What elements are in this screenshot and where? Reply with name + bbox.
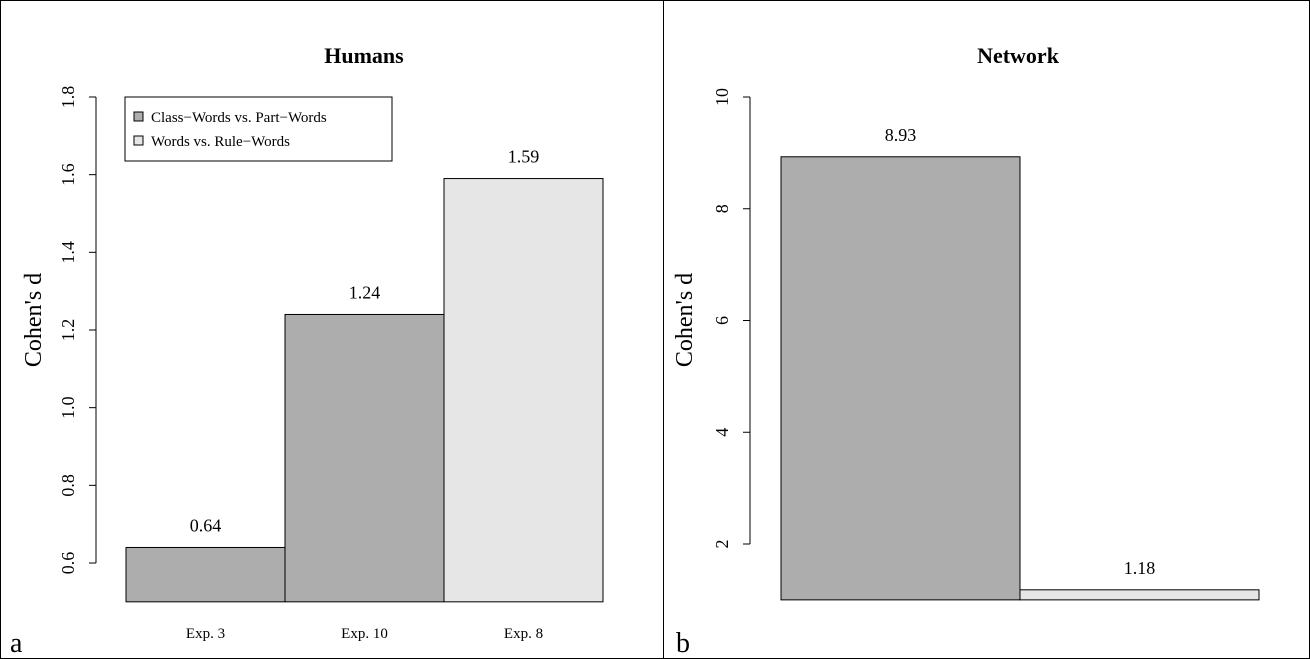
- panel-a-y-axis-label: Cohen's d: [21, 273, 47, 367]
- panel-b-bars: [781, 157, 1259, 600]
- panel-a-y-ticks: 0.6 0.8 1.0 1.2 1.4 1.6 1.8: [58, 86, 96, 575]
- panel-b-network: Network Cohen's d 2 4 6 8 10 8.93 1.18 b: [672, 43, 1259, 659]
- a-bar: [444, 179, 603, 602]
- a-x-tick-label: Exp. 10: [341, 626, 388, 642]
- a-data-label: 1.24: [349, 282, 381, 302]
- a-y-tick-label: 1.0: [58, 396, 78, 419]
- panel-a-title: Humans: [324, 43, 404, 68]
- a-y-tick-label: 0.8: [58, 474, 78, 497]
- panel-b-letter: b: [676, 628, 690, 659]
- panel-b-y-axis-label: Cohen's d: [672, 273, 698, 367]
- legend-label-class-words: Class−Words vs. Part−Words: [151, 110, 327, 126]
- a-y-tick-label: 1.4: [58, 241, 78, 263]
- b-y-tick-label: 4: [712, 428, 732, 437]
- a-y-tick-label: 0.6: [58, 552, 78, 575]
- panel-a-x-tick-labels: Exp. 3 Exp. 10 Exp. 8: [186, 626, 543, 642]
- a-x-tick-label: Exp. 3: [186, 626, 225, 642]
- legend-box: [125, 97, 392, 161]
- b-y-tick-label: 8: [712, 204, 732, 213]
- a-bar: [126, 547, 285, 601]
- legend-swatch-words: [134, 136, 143, 145]
- b-data-label: 8.93: [885, 125, 917, 145]
- a-y-tick-label: 1.2: [58, 319, 78, 342]
- a-data-label: 1.59: [508, 147, 540, 167]
- b-bar: [781, 157, 1020, 600]
- panel-a-letter: a: [10, 628, 23, 659]
- a-data-label: 0.64: [190, 515, 222, 535]
- legend-label-words: Words vs. Rule−Words: [151, 134, 290, 150]
- a-bar: [285, 314, 444, 601]
- panel-a-legend: Class−Words vs. Part−Words Words vs. Rul…: [125, 97, 392, 161]
- panel-b-y-ticks: 2 4 6 8 10: [712, 88, 750, 549]
- panel-a-bars: [126, 179, 603, 602]
- b-y-tick-label: 6: [712, 316, 732, 325]
- a-x-tick-label: Exp. 8: [504, 626, 543, 642]
- b-y-tick-label: 10: [712, 88, 732, 106]
- b-y-tick-label: 2: [712, 540, 732, 549]
- b-bar: [1020, 590, 1259, 600]
- a-y-tick-label: 1.8: [58, 86, 78, 109]
- b-data-label: 1.18: [1124, 558, 1156, 578]
- panel-b-title: Network: [977, 43, 1060, 68]
- panel-a-humans: Humans Cohen's d 0.6 0.8 1.0 1.2 1.4 1.6 1.8 0…: [10, 43, 603, 659]
- legend-swatch-class-words: [134, 112, 143, 121]
- a-y-tick-label: 1.6: [58, 163, 78, 186]
